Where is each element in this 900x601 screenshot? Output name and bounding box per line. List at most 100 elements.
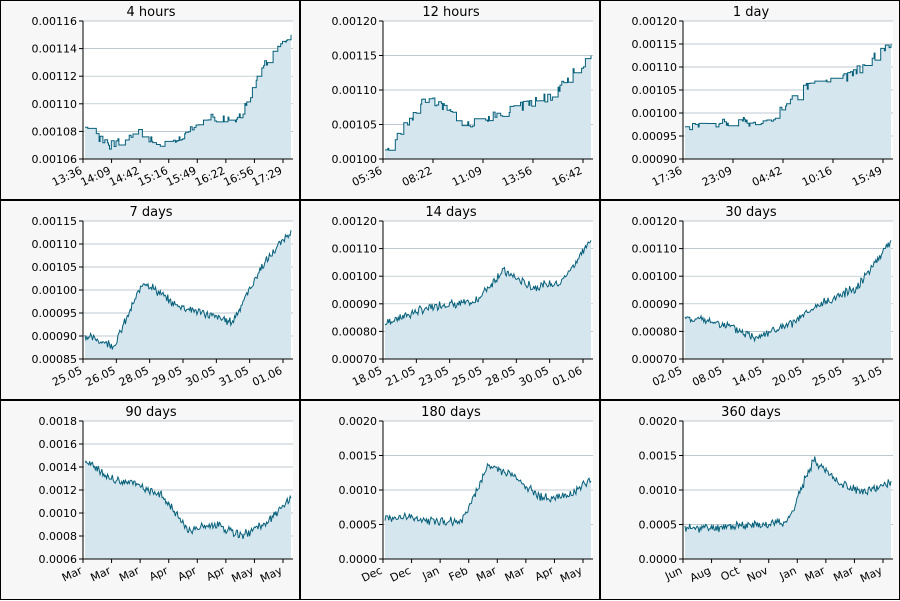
y-tick-label: 0.00085 <box>32 353 78 366</box>
y-tick-label: 0.00080 <box>632 325 678 338</box>
x-tick-label: 13:56 <box>500 164 534 189</box>
series-area <box>385 463 591 559</box>
series-area <box>85 461 291 559</box>
y-tick-label: 0.00105 <box>632 84 678 97</box>
y-tick-label: 0.00100 <box>32 284 78 297</box>
y-tick-label: 0.00120 <box>632 15 678 28</box>
y-tick-label: 0.0020 <box>339 415 378 428</box>
series-line <box>684 456 892 533</box>
x-tick-label: May <box>258 564 285 586</box>
x-tick-label: Dec <box>388 564 413 585</box>
x-tick-label: 08:22 <box>400 164 434 189</box>
chart-panel: 90 days 0.0006 0.0008 0.0010 0.0012 0.0014 0.0… <box>0 400 300 600</box>
x-tick-label: 31.05 <box>217 364 251 389</box>
y-tick-label: 0.00105 <box>332 119 378 132</box>
chart-title: 90 days <box>125 405 177 420</box>
chart-title: 1 day <box>733 5 770 20</box>
chart-panel: 14 days 0.00070 0.00080 0.00090 0.00100 0.001… <box>300 200 600 400</box>
y-tick-label: 0.00115 <box>32 215 78 228</box>
x-tick-label: May <box>230 564 257 586</box>
x-tick-label: 14.05 <box>730 364 764 389</box>
series-area <box>385 240 591 359</box>
y-tick-label: 0.0014 <box>39 461 78 474</box>
y-tick-label: 0.0005 <box>339 519 378 532</box>
chart-svg: 90 days 0.0006 0.0008 0.0010 0.0012 0.0014 0.0… <box>39 405 293 586</box>
x-tick-label: 17:29 <box>250 164 284 189</box>
y-tick-label: 0.00115 <box>332 50 378 63</box>
x-tick-label: 04:42 <box>750 164 784 189</box>
x-tick-label: Mar <box>89 564 114 585</box>
chart-svg: 30 days 0.00070 0.00080 0.00090 0.00100 0.001… <box>632 205 893 389</box>
x-tick-label: Mar <box>831 564 856 585</box>
x-tick-label: 25.05 <box>50 364 84 389</box>
x-tick-label: 10:16 <box>800 164 834 189</box>
y-tick-label: 0.0006 <box>39 553 78 566</box>
x-tick-label: Mar <box>474 564 499 585</box>
x-tick-label: 30.05 <box>517 364 551 389</box>
y-tick-label: 0.00100 <box>332 270 378 283</box>
x-tick-label: 17:36 <box>650 164 684 189</box>
y-tick-label: 0.00106 <box>32 153 78 166</box>
chart-panel: 180 days 0.0000 0.0005 0.0010 0.0015 0.0020 De… <box>300 400 600 600</box>
x-tick-label: 02.05 <box>650 364 684 389</box>
series-line <box>384 240 592 326</box>
x-tick-label: 20.05 <box>770 364 804 389</box>
y-tick-label: 0.0000 <box>339 553 378 566</box>
chart-panel: 4 hours 0.00106 0.00108 0.00110 0.00112 0.001… <box>0 0 300 200</box>
y-tick-label: 0.00116 <box>32 15 78 28</box>
series-line <box>385 55 592 151</box>
x-tick-label: Feb <box>447 564 470 584</box>
x-tick-label: Apr <box>176 564 199 584</box>
x-tick-label: 23.05 <box>417 364 451 389</box>
x-tick-label: Mar <box>117 564 142 585</box>
series-area <box>685 44 891 159</box>
y-tick-label: 0.0012 <box>39 484 78 497</box>
series-area <box>385 55 591 159</box>
x-tick-label: May <box>558 564 585 586</box>
y-tick-label: 0.0016 <box>39 438 78 451</box>
y-tick-label: 0.00110 <box>332 243 378 256</box>
x-tick-label: 01.06 <box>550 364 584 389</box>
x-tick-label: 25.05 <box>450 364 484 389</box>
chart-title: 14 days <box>425 205 477 220</box>
x-tick-label: Jun <box>662 564 684 583</box>
y-tick-label: 0.00095 <box>632 130 678 143</box>
x-tick-label: Mar <box>503 564 528 585</box>
chart-svg: 7 days 0.00085 0.00090 0.00095 0.00100 0.0010… <box>32 205 293 389</box>
x-tick-label: 26.05 <box>84 364 118 389</box>
chart-title: 180 days <box>421 405 481 420</box>
x-tick-label: 16:42 <box>550 164 584 189</box>
series-line <box>384 462 592 527</box>
x-tick-label: 11:09 <box>450 164 484 189</box>
y-tick-label: 0.00070 <box>332 353 378 366</box>
chart-panel: 30 days 0.00070 0.00080 0.00090 0.00100 0.001… <box>600 200 900 400</box>
y-tick-label: 0.00080 <box>332 325 378 338</box>
chart-title: 7 days <box>129 205 172 220</box>
x-tick-label: 21.05 <box>384 364 418 389</box>
x-tick-label: 28.05 <box>484 364 518 389</box>
chart-svg: 4 hours 0.00106 0.00108 0.00110 0.00112 0.001… <box>32 5 293 189</box>
y-tick-label: 0.0005 <box>639 519 678 532</box>
chart-svg: 12 hours 0.00100 0.00105 0.00110 0.00115 0.00… <box>332 5 593 189</box>
y-tick-label: 0.00120 <box>632 215 678 228</box>
series-line <box>85 34 292 150</box>
chart-panel: 7 days 0.00085 0.00090 0.00095 0.00100 0.0010… <box>0 200 300 400</box>
y-tick-label: 0.00110 <box>632 243 678 256</box>
x-tick-label: 31.05 <box>850 364 884 389</box>
x-tick-label: Apr <box>147 564 170 584</box>
chart-svg: 180 days 0.0000 0.0005 0.0010 0.0015 0.0020 De… <box>339 405 593 586</box>
chart-title: 30 days <box>725 205 777 220</box>
y-tick-label: 0.00070 <box>632 353 678 366</box>
series-line <box>84 230 292 350</box>
y-tick-label: 0.00090 <box>32 330 78 343</box>
chart-svg: 360 days 0.0000 0.0005 0.0010 0.0015 0.0020 Ju… <box>639 405 893 585</box>
chart-title: 4 hours <box>127 5 176 20</box>
x-tick-label: Mar <box>803 564 828 585</box>
x-tick-label: 15:49 <box>850 164 884 189</box>
x-tick-label: 30.05 <box>184 364 218 389</box>
y-tick-label: 0.0008 <box>39 530 78 543</box>
chart-title: 12 hours <box>422 5 479 20</box>
y-tick-label: 0.00115 <box>632 38 678 51</box>
y-tick-label: 0.0018 <box>39 415 78 428</box>
